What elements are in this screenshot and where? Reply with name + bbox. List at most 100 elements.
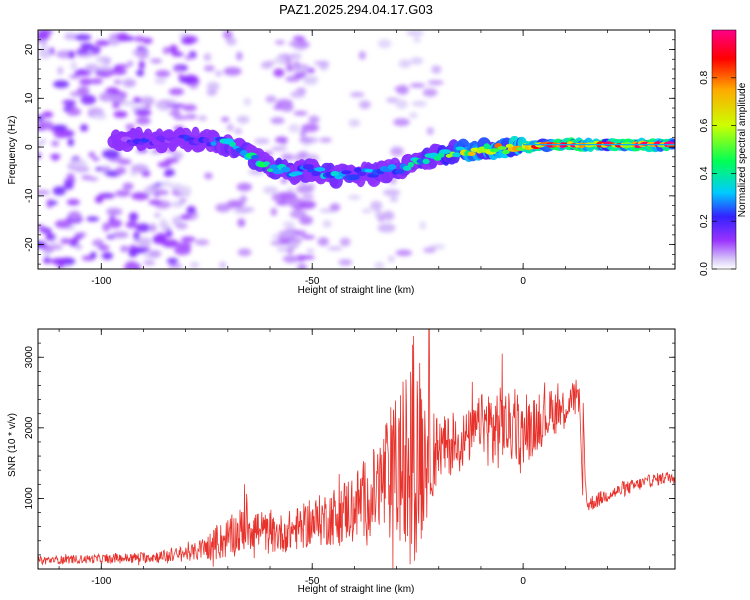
- spectrogram-noise-blob: [301, 70, 308, 75]
- spectrogram-noise-blob: [110, 95, 126, 103]
- spectrogram-noise-blob: [168, 103, 186, 108]
- spectrogram-noise-blob: [178, 73, 185, 80]
- spectrogram-noise-blob: [182, 104, 197, 112]
- spectrogram-noise-blob: [143, 185, 158, 195]
- spectrogram-noise-blob: [149, 223, 157, 233]
- spectrogram-noise-blob: [226, 123, 234, 132]
- spectrogram-noise-blob: [163, 172, 173, 177]
- spectrogram-noise-blob: [79, 78, 93, 86]
- snr-y-tick-label: 3000: [24, 346, 35, 369]
- spectrogram-noise-blob: [81, 175, 93, 180]
- spectrogram-noise-blob: [50, 257, 69, 266]
- spectrogram-noise-blob: [236, 182, 253, 192]
- spectrogram-frame: [37, 29, 676, 270]
- spectrogram-noise-blob: [52, 124, 68, 131]
- spectrogram-noise-blob: [166, 257, 179, 265]
- spectrogram-noise-blob: [295, 41, 310, 48]
- spectrogram-noise-blob: [319, 137, 332, 143]
- spectrogram-noise-blob: [165, 229, 173, 238]
- spectrogram-noise-blob: [98, 244, 110, 251]
- ridge-core: [422, 158, 430, 165]
- spectrogram-noise-blob: [206, 81, 220, 92]
- spectrogram-noise-blob: [408, 112, 418, 118]
- spectrogram-noise-blob: [155, 103, 167, 109]
- spectrogram-noise-blob: [185, 114, 198, 120]
- spectrogram-noise-blob: [389, 195, 399, 203]
- figure-title: PAZ1.2025.294.04.17.G03: [279, 2, 433, 17]
- spectrogram-noise-blob: [278, 230, 295, 239]
- spectrogram-x-tick-label: -50: [305, 276, 320, 287]
- colorbar-tick-label: 0.8: [699, 70, 710, 84]
- spectrogram-noise-blob: [144, 104, 152, 110]
- spectrogram-noise-blob: [51, 140, 60, 147]
- spectrogram-noise-blob: [175, 185, 192, 194]
- spectrogram-x-label: Height of straight line (km): [298, 285, 415, 296]
- ridge-core: [144, 135, 154, 140]
- spectrogram-noise-blob: [120, 245, 129, 253]
- spectrogram-y-label: Frequency (Hz): [7, 116, 18, 185]
- spectrogram-noise-blob: [133, 231, 140, 241]
- spectrogram-noise-blob: [427, 80, 444, 86]
- spectrogram-noise-blob: [186, 205, 197, 215]
- spectrogram-noise-blob: [66, 198, 80, 206]
- spectrogram-noise-blob: [280, 102, 294, 112]
- ridge-core: [228, 141, 236, 147]
- snr-y-tick-label: 1000: [24, 487, 35, 510]
- ridge-core: [483, 143, 491, 150]
- spectrogram-noise-blob: [95, 56, 111, 63]
- ridge-core: [269, 164, 280, 170]
- spectrogram-y-ticks: -20 -10 0 10 20: [24, 29, 675, 265]
- spectrogram-noise-blob: [215, 203, 232, 213]
- ridge-core: [202, 137, 210, 143]
- spectrogram-noise-blob: [161, 239, 180, 248]
- spectrogram-noise-blob: [118, 101, 136, 106]
- spectrogram-noise-blob: [393, 86, 407, 91]
- spectrogram-noise-blob: [339, 237, 351, 247]
- spectrogram-noise-blob: [125, 81, 135, 86]
- colorbar-tick-label: 0.4: [699, 166, 710, 180]
- spectrogram-noise-blob: [348, 194, 361, 200]
- ridge-core: [341, 170, 352, 175]
- snr-x-tick-label: -100: [91, 576, 111, 587]
- spectrogram-y-tick-label: 10: [24, 92, 35, 104]
- ridge-core: [452, 152, 461, 158]
- spectrogram-noise-blob: [382, 189, 401, 196]
- spectrogram-noise-blob: [155, 69, 171, 78]
- ridge-core: [314, 167, 326, 172]
- spectrogram-noise-blob: [138, 60, 145, 70]
- spectrogram-noise-blob: [38, 34, 50, 41]
- spectrogram-noise-blob: [159, 181, 173, 187]
- spectrogram-noise-blob: [398, 59, 412, 68]
- spectrogram-noise-blob: [265, 95, 277, 103]
- spectrogram-noise-blob: [292, 230, 307, 236]
- snr-x-tick-label: -50: [305, 576, 320, 587]
- spectrogram-noise-blob: [88, 151, 96, 158]
- ridge-core: [497, 146, 507, 150]
- spectrogram-noise-blob: [299, 137, 312, 143]
- spectrogram-noise-blob: [290, 91, 306, 99]
- colorbar-label: Normalized spectral amplitude: [737, 82, 748, 217]
- spectrogram-noise-blob: [66, 107, 82, 116]
- spectrogram-noise-blob: [172, 151, 184, 160]
- spectrogram-noise-blob: [38, 115, 44, 122]
- spectrogram-noise-blob: [63, 32, 78, 41]
- spectrogram-noise-blob: [138, 240, 152, 248]
- ridge-core: [489, 148, 500, 153]
- spectrogram-noise-blob: [38, 47, 49, 53]
- spectrogram-noise-blob: [282, 221, 295, 227]
- spectrogram-noise-blob: [338, 259, 353, 266]
- spectrogram-noise-blob: [281, 153, 295, 161]
- spectrogram-noise-blob: [292, 35, 305, 41]
- spectrogram-noise-blob: [181, 39, 194, 45]
- spectrogram-noise-blob: [130, 164, 149, 173]
- ridge-core: [407, 161, 415, 168]
- spectrogram-noise-blob: [299, 215, 313, 225]
- ridge-core: [455, 146, 465, 151]
- spectrogram-noise-blob: [273, 68, 285, 77]
- spectrogram-noise-blob: [286, 63, 294, 72]
- spectrogram-x-ticks: -100 -50 0: [58, 30, 651, 287]
- spectrogram-noise-blob: [90, 78, 103, 85]
- spectrogram-y-tick-label: -20: [24, 237, 35, 252]
- spectrogram-noise-blob: [301, 235, 316, 240]
